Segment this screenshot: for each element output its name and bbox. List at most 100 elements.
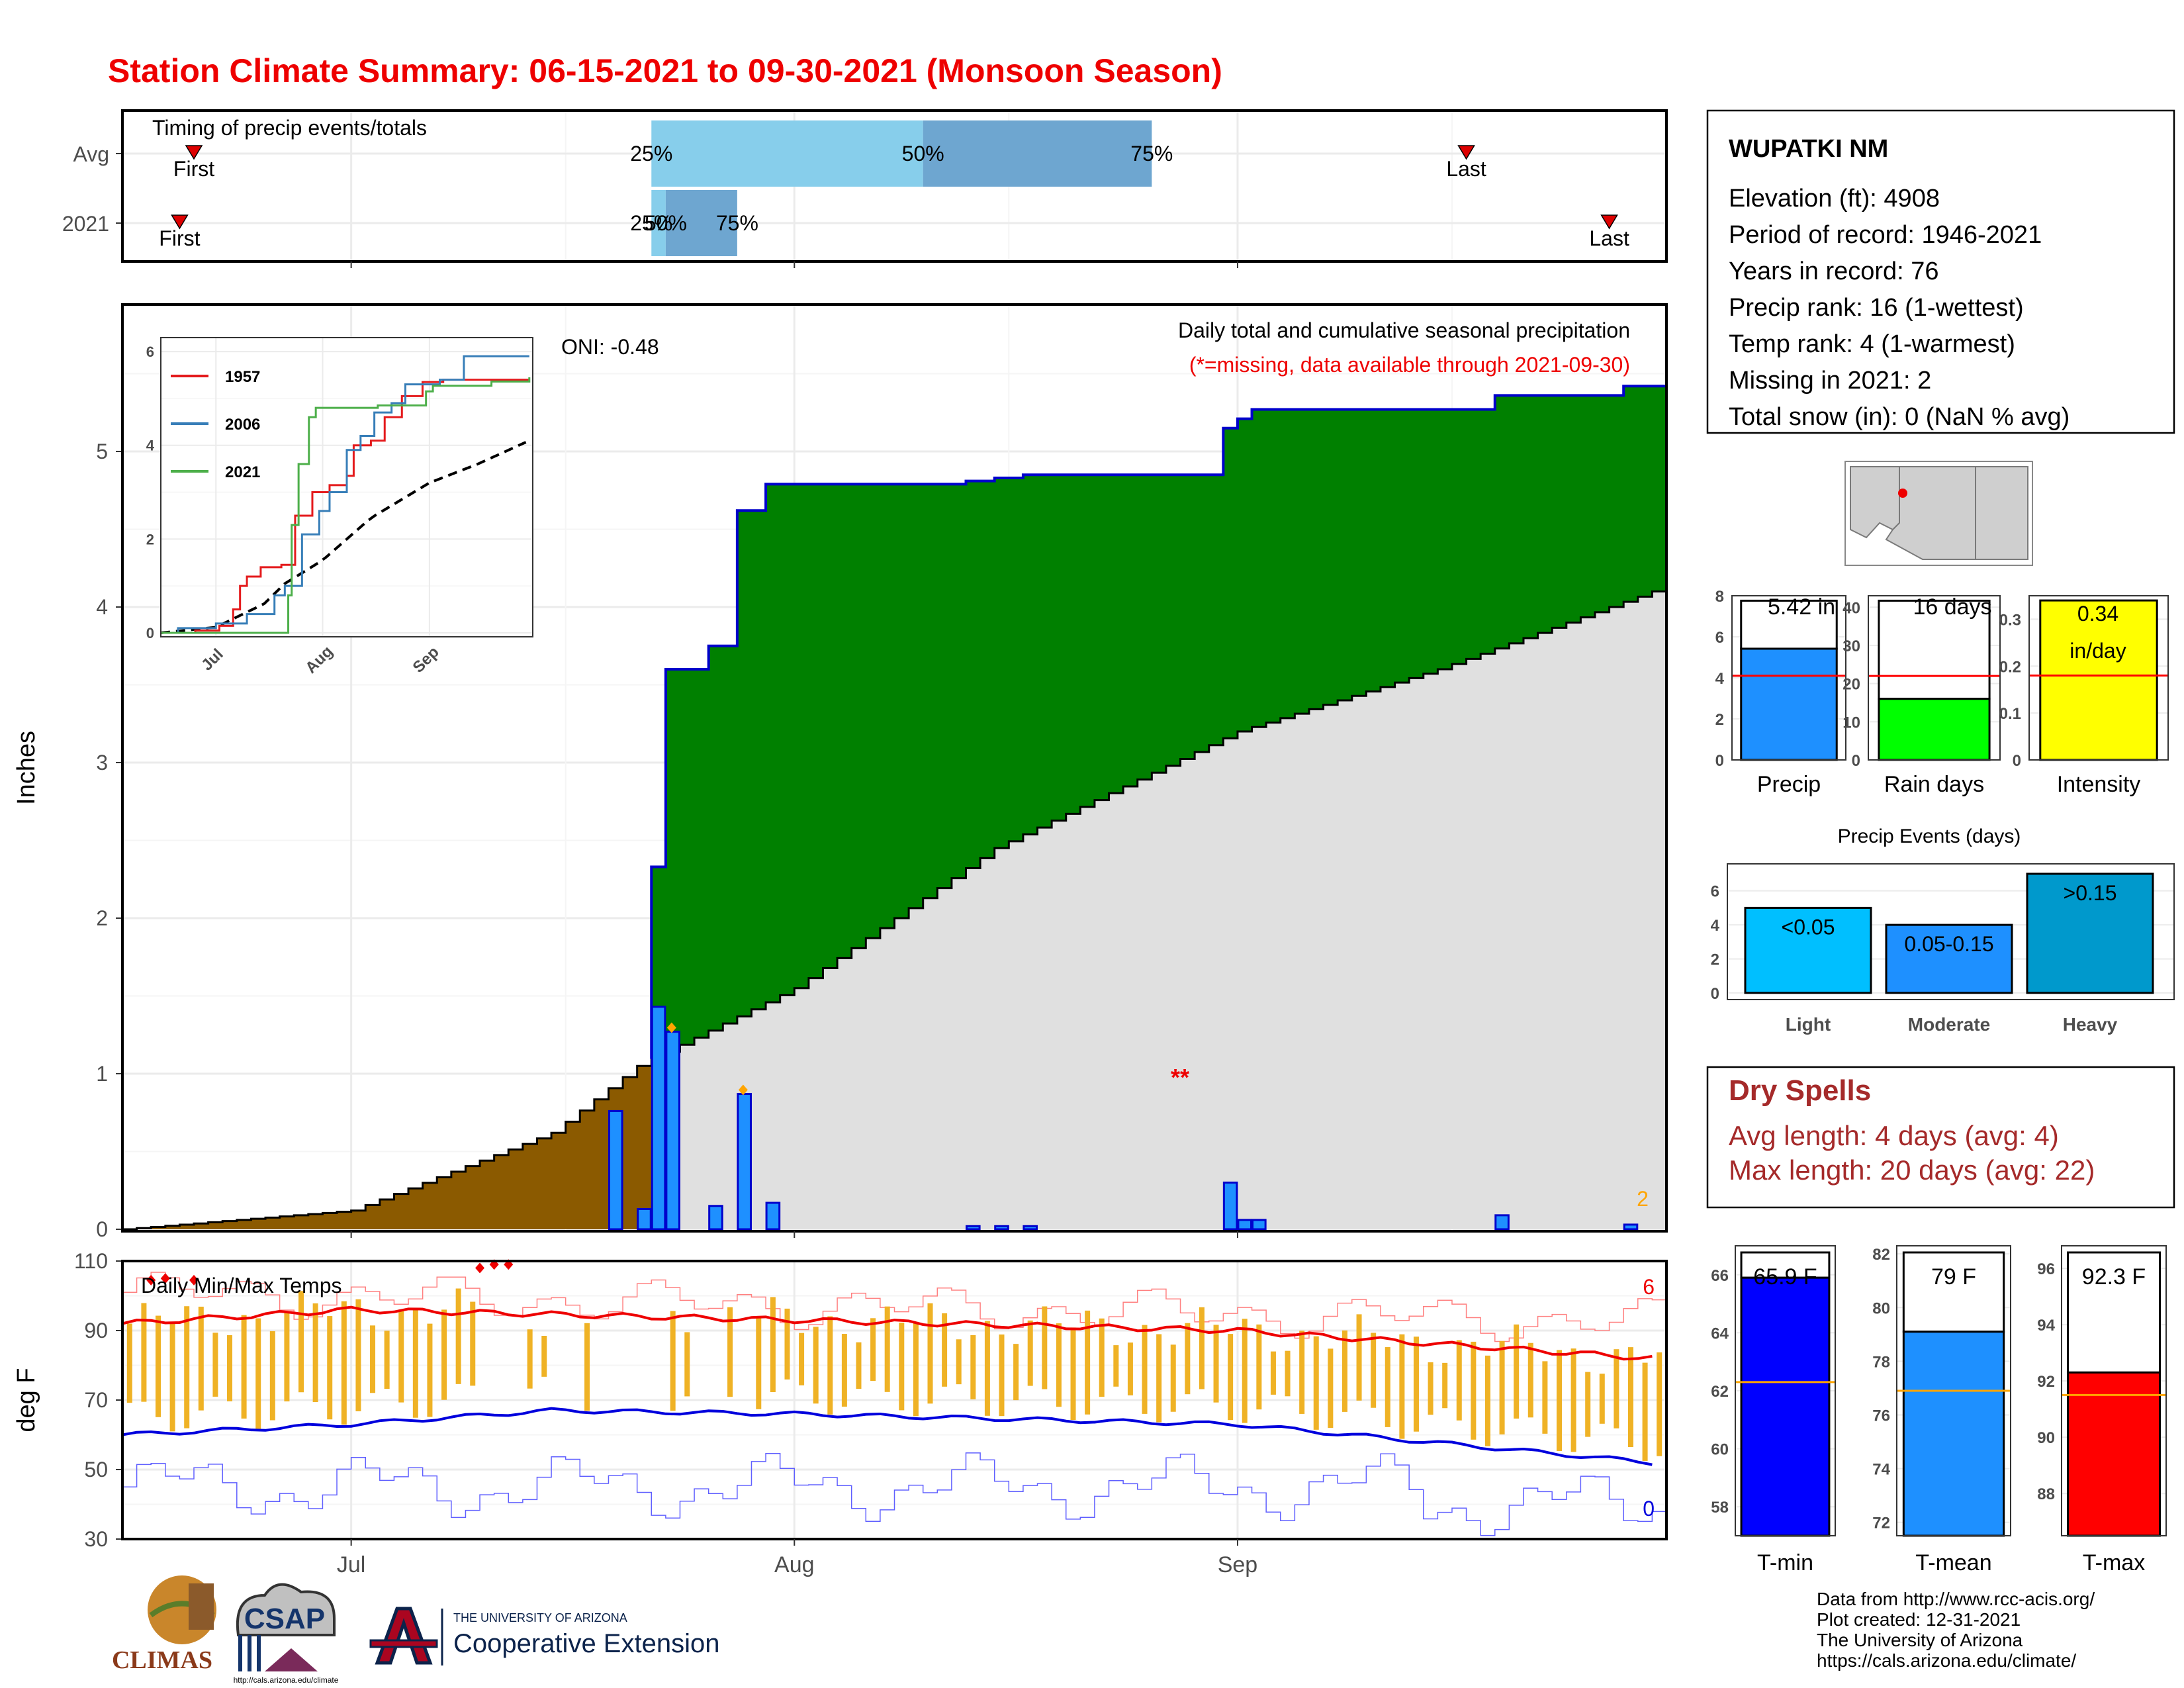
csap-logo-bar — [238, 1635, 242, 1671]
temp-panel-title: Daily Min/Max Temps — [141, 1274, 341, 1297]
daily-precip-bar — [665, 1031, 680, 1231]
precip-events-y-tick: 2 — [1711, 951, 1719, 969]
temp-y-tick: 110 — [74, 1249, 108, 1273]
csap-logo-text: CSAP — [244, 1603, 325, 1635]
mini-y-tick: 30 — [1843, 637, 1860, 655]
daily-temp-bar — [227, 1335, 233, 1401]
timing-panel-border — [121, 109, 1668, 263]
temp-bar-label: T-max — [2083, 1550, 2145, 1575]
daily-temp-bar — [1570, 1348, 1576, 1452]
x-axis-month-label: Aug — [774, 1552, 815, 1577]
daily-temp-bar — [1027, 1320, 1033, 1386]
record-diamond — [666, 1022, 676, 1033]
temp-total-box — [2066, 1251, 2161, 1374]
temp-value-label: 65.9 F — [1753, 1264, 1817, 1289]
precip-event-bar-label: >0.15 — [2064, 881, 2117, 905]
mini-y-tick: 8 — [1715, 588, 1724, 606]
daily-temp-bar — [870, 1318, 876, 1382]
daily-temp-bar — [1642, 1362, 1648, 1461]
y-tick-label: 1 — [96, 1062, 108, 1086]
ua-logo-bottom-text: Cooperative Extension — [453, 1629, 719, 1658]
triangle-marker — [185, 145, 203, 160]
mini-y-tick: 0 — [1715, 752, 1724, 770]
daily-temp-bar — [312, 1303, 318, 1403]
daily-precip-bar — [765, 1201, 781, 1231]
daily-temp-bar — [1185, 1323, 1191, 1395]
daily-precip-bar — [1023, 1225, 1038, 1231]
daily-temp-bar — [156, 1315, 161, 1417]
temp-bar-y-tick: 92 — [2037, 1373, 2055, 1391]
daily-temp-bar — [1042, 1306, 1048, 1389]
timing-row-label: 2021 — [62, 212, 109, 236]
precip-event-category: Moderate — [1908, 1014, 1990, 1035]
dry-spells-box — [1706, 1066, 2175, 1209]
daily-temp-bar — [370, 1325, 376, 1393]
avg-cumulative-line — [122, 590, 1666, 1231]
daily-temp-bar — [284, 1313, 290, 1402]
chart-caption: Daily total and cumulative seasonal prec… — [1178, 318, 1630, 342]
daily-temp-bar — [1156, 1334, 1162, 1423]
daily-temp-bar — [999, 1334, 1005, 1417]
timing-marker-label: First — [173, 157, 214, 181]
temp-y-tick: 90 — [84, 1319, 108, 1342]
y-tick-label: 2 — [96, 906, 108, 930]
timing-bar-low — [651, 120, 923, 187]
daily-temp-bar — [1556, 1350, 1562, 1452]
daily-temp-bar — [942, 1313, 948, 1387]
mini-y-tick: 0 — [1852, 752, 1860, 770]
daily-temp-bar — [1585, 1372, 1591, 1437]
precip-events-y-tick: 4 — [1711, 917, 1720, 935]
daily-temp-bar — [970, 1335, 976, 1399]
deficit-area — [122, 1066, 652, 1229]
logos — [148, 1575, 443, 1671]
temp-bar-y-tick: 60 — [1711, 1441, 1729, 1459]
daily-temp-bar — [827, 1316, 833, 1415]
station-name: WUPATKI NM — [1729, 135, 1888, 163]
record-high-marker — [146, 1274, 156, 1286]
csap-logo-cloud — [236, 1583, 336, 1636]
mini-total-box — [1740, 599, 1838, 650]
daily-temp-bar — [584, 1323, 590, 1411]
mini-y-tick: 0.3 — [1999, 611, 2021, 629]
mini-chart-label: Rain days — [1884, 772, 1984, 797]
inset-border — [160, 337, 533, 637]
daily-temp-bar — [541, 1336, 547, 1377]
daily-precip-bar — [608, 1109, 623, 1231]
ua-logo-bar — [369, 1639, 438, 1648]
daily-temp-bar — [527, 1329, 533, 1389]
temp-bar-y-tick: 76 — [1872, 1407, 1890, 1425]
daily-temp-bar — [841, 1334, 847, 1407]
daily-temp-bar — [1070, 1327, 1076, 1420]
inset-legend-label: 1957 — [225, 368, 260, 386]
daily-temp-bar — [1342, 1330, 1347, 1412]
precip-event-category: Heavy — [2063, 1014, 2118, 1035]
mini-y-tick: 20 — [1843, 676, 1860, 694]
precip-event-bar — [1885, 923, 2013, 994]
temp-bar-y-tick: 72 — [1872, 1515, 1890, 1532]
daily-precip-bar — [708, 1205, 723, 1231]
daily-temp-bar — [884, 1306, 890, 1392]
mini-value-bar — [2039, 599, 2158, 761]
chart-caption-missing: (*=missing, data available through 2021-… — [1189, 353, 1630, 377]
daily-temp-bar — [1499, 1340, 1505, 1434]
daily-temp-bar — [1428, 1362, 1433, 1415]
ua-logo-a — [375, 1607, 433, 1665]
timing-row-label: Avg — [73, 142, 109, 166]
daily-precip-bar — [1623, 1223, 1639, 1231]
rain-days-value-label: 16 days — [1913, 594, 1991, 620]
daily-temp-bar — [141, 1303, 147, 1402]
csap-logo-mountain — [265, 1648, 318, 1671]
daily-temp-bar — [341, 1301, 347, 1425]
temp-bar-y-tick: 66 — [1711, 1267, 1729, 1285]
daily-temp-bar — [412, 1309, 418, 1418]
dry-spells-max: Max length: 20 days (avg: 22) — [1729, 1154, 2095, 1186]
mini-value-bar — [1740, 647, 1838, 761]
station-info-line: Years in record: 76 — [1729, 258, 1939, 285]
timing-bar-high — [923, 120, 1152, 187]
footer-line: https://cals.arizona.edu/climate/ — [1817, 1650, 2076, 1671]
daily-precip-bar — [1222, 1182, 1238, 1231]
temp-value-label: 79 F — [1931, 1264, 1976, 1289]
record-high-marker — [475, 1262, 485, 1274]
daily-temp-bar — [1328, 1348, 1334, 1429]
daily-temp-bar — [756, 1317, 762, 1409]
